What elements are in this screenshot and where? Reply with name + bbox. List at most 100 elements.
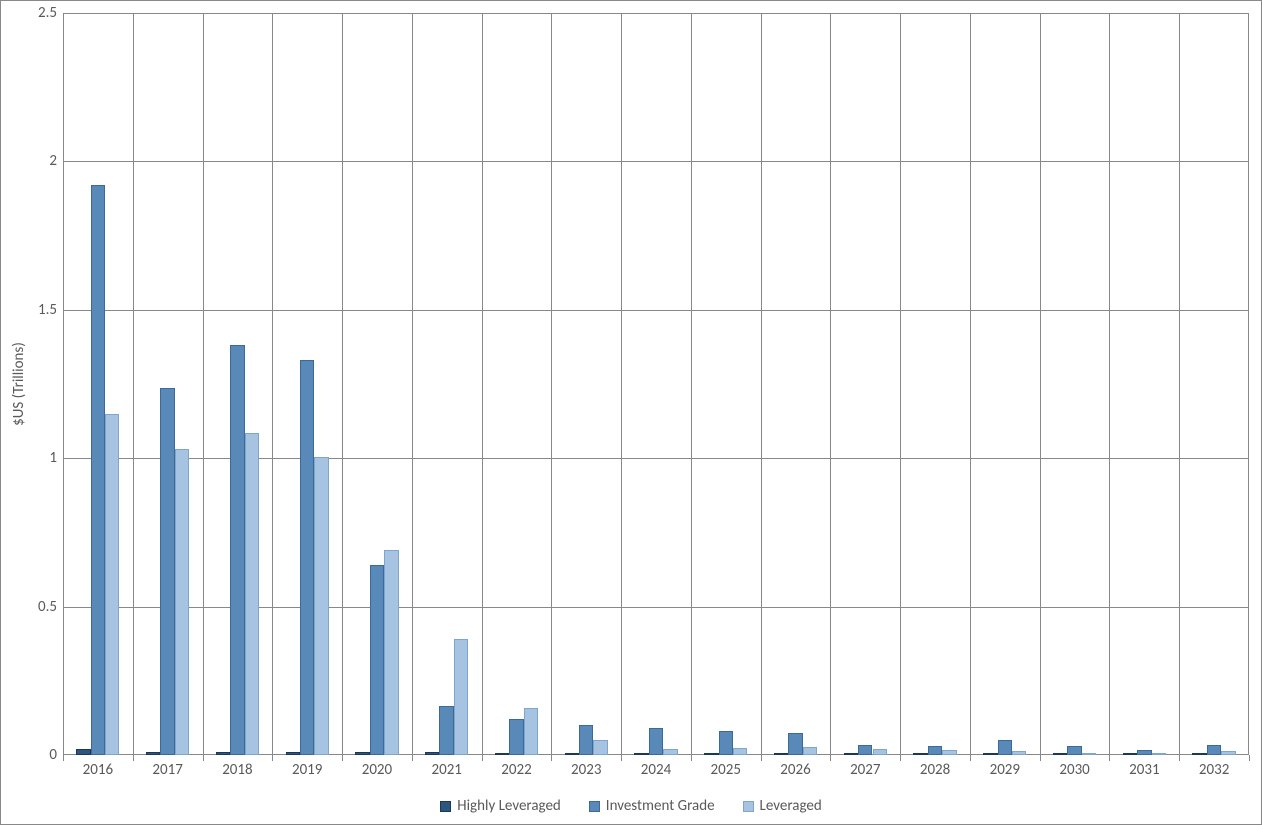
bar-leveraged	[733, 748, 747, 755]
x-tick-label: 2024	[641, 755, 671, 779]
bar-highly_leveraged	[704, 753, 718, 755]
bar-leveraged	[593, 740, 607, 755]
y-tick-label: 1	[49, 449, 63, 467]
y-tick-label: 0	[49, 746, 63, 764]
bar-highly_leveraged	[146, 752, 160, 755]
legend: Highly Leveraged Investment Grade Leverage…	[1, 797, 1261, 815]
x-tick-mark	[63, 755, 64, 761]
legend-swatch	[440, 801, 451, 812]
y-tick-label: 2	[49, 152, 63, 170]
legend-swatch	[589, 801, 600, 812]
bar-highly_leveraged	[1053, 753, 1067, 755]
x-tick-label: 2019	[292, 755, 322, 779]
bar-leveraged	[663, 749, 677, 755]
x-tick-mark	[133, 755, 134, 761]
x-tick-mark	[830, 755, 831, 761]
bar-investment_grade	[300, 360, 314, 755]
gridline-v	[900, 13, 901, 755]
chart-frame: 00.511.522.52016201720182019202020212022…	[0, 0, 1262, 825]
gridline-h	[63, 310, 1249, 311]
legend-label: Highly Leveraged	[457, 797, 561, 815]
x-tick-mark	[1249, 755, 1250, 761]
x-tick-mark	[970, 755, 971, 761]
x-tick-mark	[272, 755, 273, 761]
bar-investment_grade	[1067, 746, 1081, 755]
bar-leveraged	[384, 550, 398, 755]
gridline-v	[1109, 13, 1110, 755]
x-tick-mark	[691, 755, 692, 761]
bar-investment_grade	[230, 345, 244, 755]
bar-leveraged	[803, 747, 817, 755]
bar-investment_grade	[579, 725, 593, 755]
bar-leveraged	[175, 449, 189, 755]
legend-item-investment_grade: Investment Grade	[589, 797, 715, 815]
bar-highly_leveraged	[844, 753, 858, 755]
bar-highly_leveraged	[1123, 753, 1137, 755]
bar-leveraged	[1012, 751, 1026, 755]
gridline-v	[133, 13, 134, 755]
bar-investment_grade	[788, 733, 802, 755]
legend-swatch	[743, 801, 754, 812]
x-tick-label: 2017	[152, 755, 182, 779]
x-tick-label: 2020	[362, 755, 392, 779]
bar-investment_grade	[439, 706, 453, 755]
y-tick-label: 2.5	[38, 4, 63, 22]
bar-highly_leveraged	[565, 753, 579, 755]
bar-leveraged	[942, 750, 956, 755]
bar-investment_grade	[1137, 750, 1151, 755]
bar-leveraged	[105, 414, 119, 755]
bar-investment_grade	[91, 185, 105, 755]
bar-investment_grade	[858, 745, 872, 755]
bar-leveraged	[1221, 751, 1235, 755]
bar-leveraged	[524, 708, 538, 755]
bar-investment_grade	[719, 731, 733, 755]
x-tick-mark	[342, 755, 343, 761]
x-tick-label: 2030	[1059, 755, 1089, 779]
x-tick-mark	[1040, 755, 1041, 761]
x-tick-label: 2027	[850, 755, 880, 779]
legend-label: Investment Grade	[606, 797, 715, 815]
x-tick-label: 2028	[920, 755, 950, 779]
bar-leveraged	[245, 433, 259, 755]
gridline-v	[621, 13, 622, 755]
bar-leveraged	[873, 749, 887, 755]
x-tick-label: 2026	[780, 755, 810, 779]
x-tick-label: 2016	[83, 755, 113, 779]
legend-label: Leveraged	[760, 797, 822, 815]
bar-highly_leveraged	[774, 753, 788, 755]
x-tick-mark	[1109, 755, 1110, 761]
plot-area: 00.511.522.52016201720182019202020212022…	[63, 13, 1249, 755]
x-tick-mark	[412, 755, 413, 761]
bar-investment_grade	[1207, 745, 1221, 755]
gridline-v	[342, 13, 343, 755]
gridline-v	[412, 13, 413, 755]
bar-highly_leveraged	[913, 753, 927, 755]
y-tick-label: 0.5	[38, 598, 63, 616]
bar-investment_grade	[160, 388, 174, 755]
bar-highly_leveraged	[983, 753, 997, 755]
x-tick-label: 2031	[1129, 755, 1159, 779]
gridline-v	[691, 13, 692, 755]
gridline-v	[203, 13, 204, 755]
bar-leveraged	[454, 639, 468, 755]
gridline-v	[1040, 13, 1041, 755]
x-tick-label: 2018	[222, 755, 252, 779]
gridline-h	[63, 161, 1249, 162]
x-tick-mark	[551, 755, 552, 761]
x-tick-label: 2021	[431, 755, 461, 779]
bar-highly_leveraged	[76, 749, 90, 755]
legend-item-leveraged: Leveraged	[743, 797, 822, 815]
x-tick-mark	[1179, 755, 1180, 761]
legend-item-highly_leveraged: Highly Leveraged	[440, 797, 561, 815]
bar-investment_grade	[928, 746, 942, 755]
bar-highly_leveraged	[216, 752, 230, 755]
bar-leveraged	[1152, 753, 1166, 755]
gridline-v	[970, 13, 971, 755]
bar-investment_grade	[998, 740, 1012, 755]
bar-highly_leveraged	[425, 752, 439, 755]
x-tick-mark	[761, 755, 762, 761]
bar-leveraged	[1082, 753, 1096, 755]
bar-highly_leveraged	[1192, 753, 1206, 755]
x-tick-label: 2032	[1199, 755, 1229, 779]
gridline-v	[1179, 13, 1180, 755]
